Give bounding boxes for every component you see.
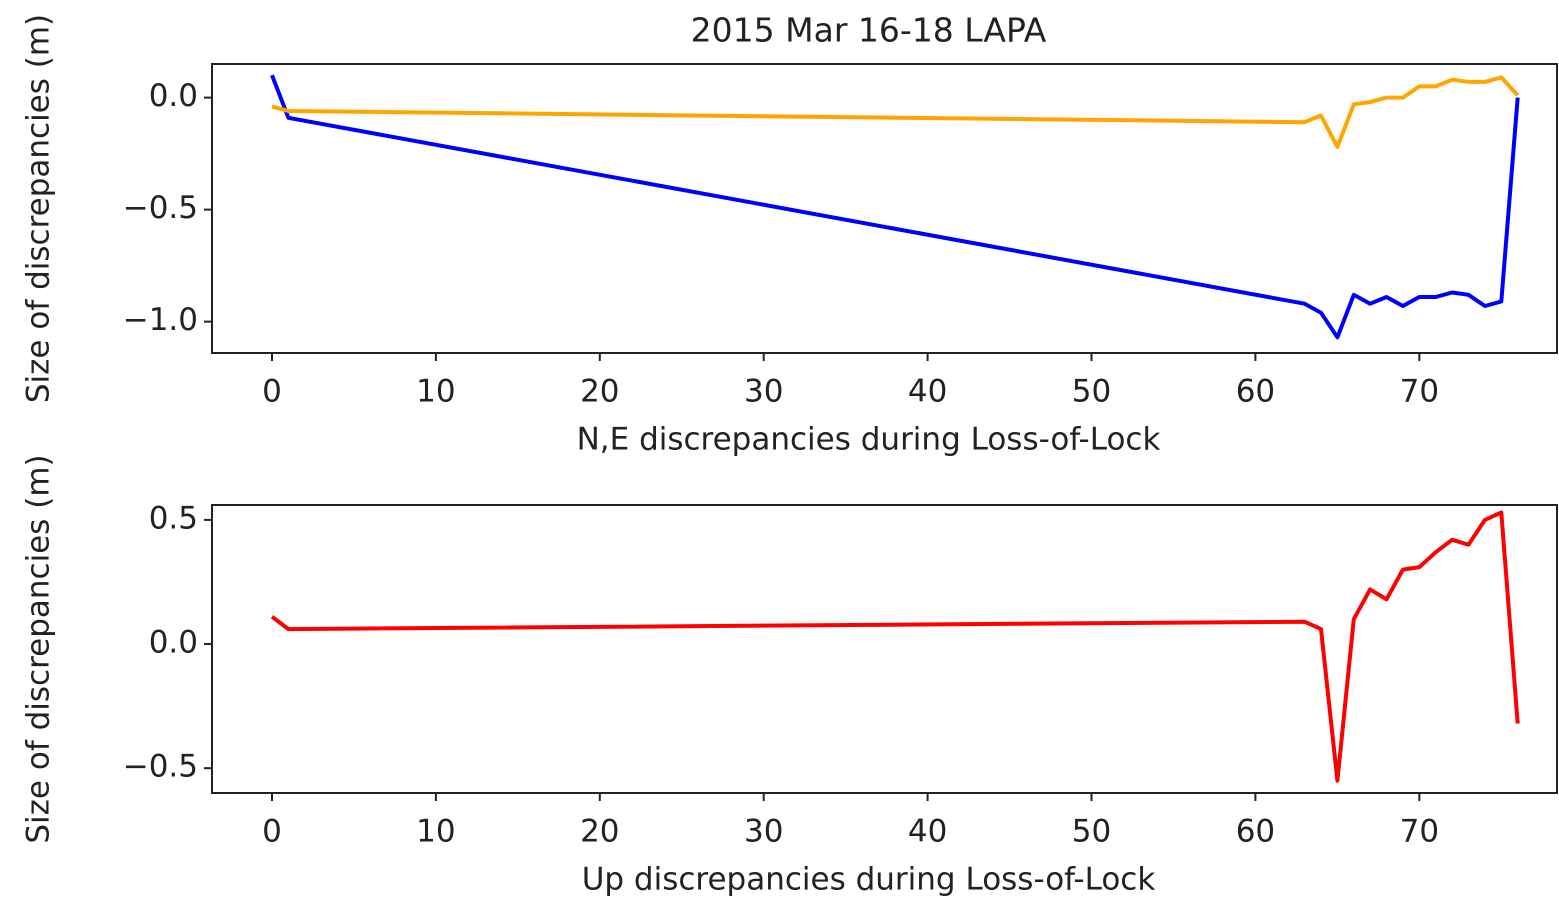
plot-frame <box>211 63 1558 354</box>
x-tick-label: 50 <box>1072 814 1111 850</box>
y-tick-label: 0.0 <box>149 625 198 661</box>
x-tick-label: 20 <box>580 814 619 850</box>
x-tick-label: 40 <box>908 814 947 850</box>
x-tick-label: 0 <box>262 374 282 410</box>
x-tick-label: 70 <box>1400 814 1439 850</box>
x-tick-label: 30 <box>744 374 783 410</box>
x-tick-label: 40 <box>908 374 947 410</box>
x-tick-label: 10 <box>416 374 455 410</box>
x-axis-label: Up discrepancies during Loss-of-Lock <box>582 862 1156 897</box>
y-tick-label: 0.0 <box>149 78 198 114</box>
y-tick-label: −0.5 <box>123 749 198 785</box>
x-tick-label: 70 <box>1400 374 1439 410</box>
y-tick-label: −0.5 <box>123 190 198 226</box>
x-tick-label: 30 <box>744 814 783 850</box>
data-line <box>270 74 1520 340</box>
chart-title: 2015 Mar 16-18 LAPA <box>691 11 1047 50</box>
data-line <box>270 510 1520 783</box>
x-tick-label: 10 <box>416 814 455 850</box>
y-axis-label: Size of discrepancies (m) <box>21 454 57 843</box>
x-tick-label: 50 <box>1072 374 1111 410</box>
y-tick-label: −1.0 <box>123 302 198 338</box>
data-line <box>271 75 1520 149</box>
x-tick-label: 60 <box>1236 814 1275 850</box>
plot-frame <box>211 504 1558 794</box>
x-tick-label: 60 <box>1236 374 1275 410</box>
y-tick-label: 0.5 <box>149 500 198 536</box>
x-tick-label: 20 <box>580 374 619 410</box>
x-axis-label: N,E discrepancies during Loss-of-Lock <box>577 422 1161 458</box>
x-tick-label: 0 <box>262 814 282 850</box>
y-axis-label: Size of discrepancies (m) <box>21 14 57 403</box>
